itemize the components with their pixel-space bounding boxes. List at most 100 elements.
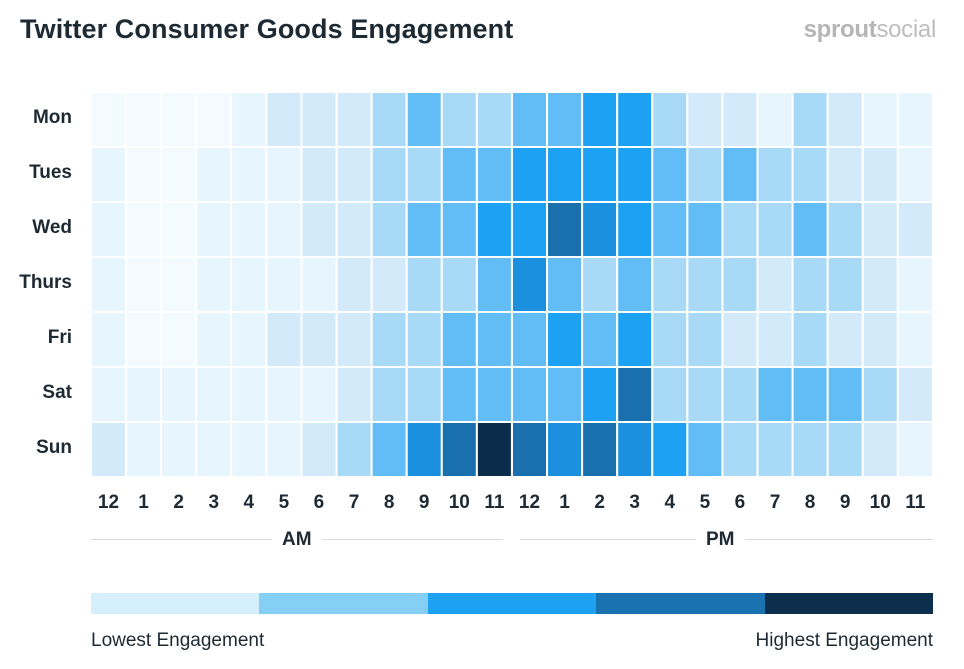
heatmap-cell-wed-8 [370,201,408,258]
heatmap-cell-wed-0 [90,201,128,258]
heatmap-cell-thurs-4 [230,256,268,313]
heatmap-cell-wed-14 [581,201,619,258]
heatmap-cell-sun-19 [756,421,794,478]
column-label-15: 3 [629,492,640,513]
column-label-1: 1 [138,492,149,513]
column-label-11: 11 [484,492,505,513]
heatmap-cell-sat-3 [195,366,233,423]
heatmap-cell-thurs-18 [721,256,759,313]
column-label-19: 7 [769,492,781,513]
heatmap-cell-mon-7 [335,91,373,148]
heatmap-cell-fri-20 [791,311,829,368]
column-label-14: 2 [594,492,605,513]
heatmap-cell-wed-22 [861,201,899,258]
heatmap-cell-mon-0 [90,91,128,148]
heatmap-cell-fri-22 [861,311,899,368]
heatmap-cell-fri-23 [896,311,934,368]
heatmap-cell-fri-12 [510,311,549,368]
heatmap-cell-wed-11 [475,201,513,258]
heatmap-cell-mon-21 [826,91,864,148]
legend-band-4 [764,593,934,614]
row-label-mon: Mon [32,107,72,128]
heatmap-cell-sun-13 [546,421,584,478]
heatmap-cell-tues-12 [510,146,549,203]
heatmap-cell-fri-8 [370,311,408,368]
heatmap-cell-tues-0 [90,146,128,203]
heatmap-cell-tues-2 [160,146,198,203]
heatmap-cell-thurs-9 [405,256,443,313]
heatmap-cell-thurs-10 [440,256,478,313]
legend-band-3 [596,593,765,614]
heatmap-cell-fri-4 [230,311,268,368]
column-label-8: 8 [383,492,395,513]
legend-low-label: Lowest Engagement [91,630,265,651]
heatmap-cell-sun-15 [616,421,654,478]
heatmap-cell-tues-13 [546,146,584,203]
heatmap-cell-wed-3 [195,201,233,258]
heatmap-cell-tues-10 [440,146,478,203]
column-label-3: 3 [208,492,220,513]
brand-light-text: social [876,16,936,43]
heatmap-cell-thurs-17 [686,256,724,313]
heatmap-cell-fri-1 [125,311,163,368]
heatmap-cell-mon-22 [861,91,899,148]
heatmap-cell-fri-5 [265,311,303,368]
heatmap-cell-tues-14 [581,146,619,203]
heatmap-cell-thurs-15 [616,256,654,313]
heatmap-cell-wed-23 [896,201,934,258]
legend-band-2 [427,593,597,614]
heatmap-cell-fri-18 [721,311,759,368]
heatmap-cell-fri-9 [405,311,443,368]
column-label-16: 4 [664,492,676,513]
heatmap-cell-sat-19 [756,366,794,423]
heatmap-cell-fri-14 [581,311,619,368]
heatmap-cell-thurs-1 [125,256,163,313]
heatmap-cell-thurs-8 [370,256,408,313]
heatmap-cell-tues-19 [756,146,794,203]
heatmap-cell-thurs-6 [300,256,338,313]
heatmap-cell-sun-4 [230,421,268,478]
heatmap-cell-sun-14 [581,421,619,478]
heatmap-cell-sat-9 [405,366,443,423]
column-label-10: 10 [448,492,470,513]
heatmap-cell-sat-5 [265,366,303,423]
heatmap-cell-sun-23 [896,421,934,478]
column-label-2: 2 [173,492,184,513]
heatmap-cell-wed-5 [265,201,303,258]
heatmap-cell-sat-11 [475,366,513,423]
heatmap-cell-tues-4 [230,146,268,203]
heatmap-cell-fri-17 [686,311,724,368]
column-label-9: 9 [418,492,430,513]
heatmap-cell-sun-0 [90,421,128,478]
heatmap-cell-wed-19 [756,201,794,258]
heatmap-cell-sun-1 [125,421,163,478]
heatmap-cell-fri-11 [475,311,513,368]
heatmap-cell-sun-12 [510,421,549,478]
heatmap-cell-mon-3 [195,91,233,148]
heatmap-cell-fri-15 [616,311,654,368]
heatmap-cell-sun-10 [440,421,478,478]
heatmap-cell-fri-2 [160,311,198,368]
chart-title: Twitter Consumer Goods Engagement [20,14,514,44]
heatmap-cell-fri-6 [300,311,338,368]
heatmap-cell-sat-0 [90,366,128,423]
legend-high-label: Highest Engagement [755,630,933,651]
heatmap-cell-fri-21 [826,311,864,368]
heatmap-cell-tues-7 [335,146,373,203]
column-label-20: 8 [804,492,816,513]
heatmap-cell-tues-3 [195,146,233,203]
legend-band-0 [91,593,260,614]
heatmap-cell-mon-10 [440,91,478,148]
heatmap-cell-mon-15 [616,91,654,148]
heatmap-cell-tues-9 [405,146,443,203]
heatmap-cell-fri-13 [546,311,584,368]
heatmap-cell-thurs-0 [90,256,128,313]
heatmap-cell-tues-16 [651,146,689,203]
heatmap-cell-mon-23 [896,91,934,148]
heatmap-cell-wed-15 [616,201,654,258]
column-label-5: 5 [278,492,290,513]
heatmap-cell-tues-1 [125,146,163,203]
heatmap-cell-sat-1 [125,366,163,423]
heatmap-cell-tues-23 [896,146,934,203]
